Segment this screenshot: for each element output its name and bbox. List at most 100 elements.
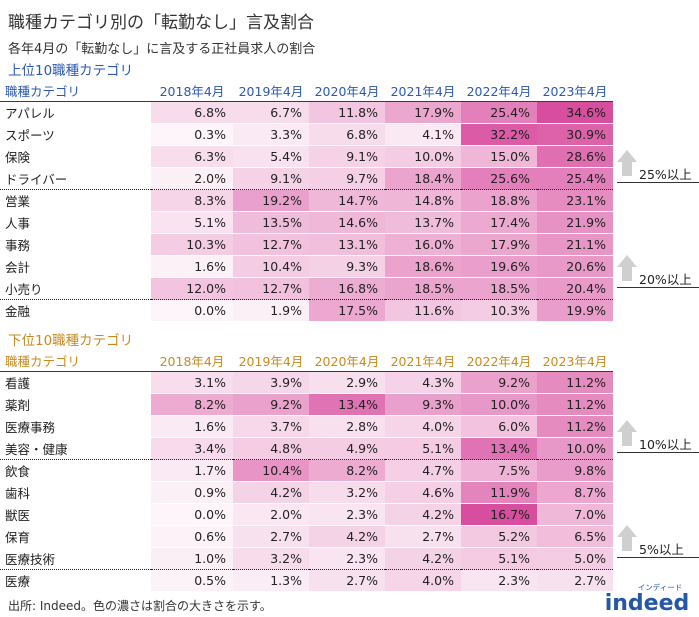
threshold-label-25: 25%以上 bbox=[639, 167, 692, 182]
heat-cell: 21.9% bbox=[537, 211, 613, 234]
heat-cell: 1.3% bbox=[233, 569, 309, 592]
heat-cell: 4.1% bbox=[385, 123, 461, 146]
table-row: 美容・健康 3.4% 4.8% 4.9% 5.1% 13.4% 10.0% bbox=[0, 437, 613, 460]
row-label: 医療事務 bbox=[0, 415, 151, 438]
row-label: 事務 bbox=[0, 233, 151, 256]
row-label: 保険 bbox=[0, 145, 151, 168]
heat-cell: 19.6% bbox=[461, 255, 537, 278]
threshold-line bbox=[617, 557, 699, 558]
column-header: 2022年4月 bbox=[461, 80, 537, 102]
row-label: 保育 bbox=[0, 525, 151, 548]
heat-cell: 4.6% bbox=[385, 481, 461, 504]
up-arrow-icon bbox=[617, 525, 637, 551]
column-header: 2019年4月 bbox=[233, 80, 309, 102]
row-label: 金融 bbox=[0, 299, 151, 322]
heat-cell: 0.3% bbox=[151, 123, 233, 146]
table-row: 獣医 0.0% 2.0% 2.3% 4.2% 16.7% 7.0% bbox=[0, 503, 613, 526]
heat-cell: 12.0% bbox=[151, 277, 233, 300]
chart-title: 職種カテゴリ別の「転勤なし」言及割合 bbox=[8, 13, 314, 33]
column-header: 2021年4月 bbox=[385, 350, 461, 372]
top10-section: 上位10職種カテゴリ 職種カテゴリ 2018年4月 2019年4月 2020年4月 20… bbox=[0, 58, 699, 322]
row-label: 営業 bbox=[0, 189, 151, 212]
heat-cell: 3.4% bbox=[151, 437, 233, 460]
row-label: 小売り bbox=[0, 277, 151, 300]
row-label: 医療 bbox=[0, 569, 151, 592]
heat-cell: 2.3% bbox=[309, 547, 385, 570]
table-row: 飲食 1.7% 10.4% 8.2% 4.7% 7.5% 9.8% bbox=[0, 459, 613, 482]
heat-cell: 4.0% bbox=[385, 569, 461, 592]
column-header: 2020年4月 bbox=[309, 350, 385, 372]
heat-cell: 13.4% bbox=[309, 393, 385, 416]
heat-cell: 4.8% bbox=[233, 437, 309, 460]
heat-cell: 32.2% bbox=[461, 123, 537, 146]
heat-cell: 1.0% bbox=[151, 547, 233, 570]
row-header-label: 職種カテゴリ bbox=[0, 80, 151, 102]
heat-cell: 25.4% bbox=[537, 167, 613, 190]
heat-cell: 10.0% bbox=[537, 437, 613, 460]
row-label: 人事 bbox=[0, 211, 151, 234]
heat-cell: 15.0% bbox=[461, 145, 537, 168]
column-header: 2023年4月 bbox=[537, 80, 613, 102]
table-row: 金融 0.0% 1.9% 17.5% 11.6% 10.3% 19.9% bbox=[0, 299, 613, 322]
heat-cell: 3.1% bbox=[151, 371, 233, 394]
heat-cell: 9.2% bbox=[233, 393, 309, 416]
heat-cell: 4.2% bbox=[309, 525, 385, 548]
bottom10-section: 下位10職種カテゴリ 職種カテゴリ 2018年4月 2019年4月 2020年4月 20… bbox=[0, 328, 699, 592]
heat-cell: 19.2% bbox=[233, 189, 309, 212]
heat-cell: 9.3% bbox=[385, 393, 461, 416]
column-header: 2020年4月 bbox=[309, 80, 385, 102]
heat-cell: 0.6% bbox=[151, 525, 233, 548]
heat-cell: 2.7% bbox=[309, 569, 385, 592]
logo-wordmark: indeed bbox=[605, 591, 690, 614]
heat-cell: 2.7% bbox=[385, 525, 461, 548]
heat-cell: 17.5% bbox=[309, 299, 385, 322]
heat-cell: 1.7% bbox=[151, 459, 233, 482]
row-label: 飲食 bbox=[0, 459, 151, 482]
heat-cell: 12.7% bbox=[233, 277, 309, 300]
heat-cell: 13.7% bbox=[385, 211, 461, 234]
heat-cell: 18.4% bbox=[385, 167, 461, 190]
heat-cell: 11.2% bbox=[537, 415, 613, 438]
heat-cell: 28.6% bbox=[537, 145, 613, 168]
heat-cell: 0.0% bbox=[151, 503, 233, 526]
heat-cell: 13.1% bbox=[309, 233, 385, 256]
heat-cell: 8.3% bbox=[151, 189, 233, 212]
table-row: 医療事務 1.6% 3.7% 2.8% 4.0% 6.0% 11.2% bbox=[0, 415, 613, 438]
heat-cell: 10.3% bbox=[151, 233, 233, 256]
heat-cell: 30.9% bbox=[537, 123, 613, 146]
heat-cell: 14.7% bbox=[309, 189, 385, 212]
column-header: 2023年4月 bbox=[537, 350, 613, 372]
heat-cell: 4.7% bbox=[385, 459, 461, 482]
heat-cell: 4.0% bbox=[385, 415, 461, 438]
up-arrow-icon bbox=[617, 420, 637, 446]
heat-cell: 20.4% bbox=[537, 277, 613, 300]
heat-cell: 4.2% bbox=[233, 481, 309, 504]
heat-cell: 18.8% bbox=[461, 189, 537, 212]
heat-cell: 17.4% bbox=[461, 211, 537, 234]
heat-cell: 2.0% bbox=[233, 503, 309, 526]
chart-subtitle: 各年4月の「転勤なし」に言及する正社員求人の割合 bbox=[8, 42, 316, 57]
heat-cell: 23.1% bbox=[537, 189, 613, 212]
heat-cell: 10.4% bbox=[233, 459, 309, 482]
bottom10-annotations: 10%以上 5%以上 bbox=[617, 328, 699, 580]
threshold-line bbox=[617, 287, 699, 288]
row-header-label: 職種カテゴリ bbox=[0, 350, 151, 372]
heat-cell: 9.7% bbox=[309, 167, 385, 190]
heat-cell: 2.9% bbox=[309, 371, 385, 394]
heat-cell: 7.5% bbox=[461, 459, 537, 482]
heat-cell: 2.0% bbox=[151, 167, 233, 190]
row-label: 獣医 bbox=[0, 503, 151, 526]
heat-cell: 17.9% bbox=[385, 101, 461, 124]
heat-cell: 11.2% bbox=[537, 393, 613, 416]
heat-cell: 9.1% bbox=[233, 167, 309, 190]
heat-cell: 0.9% bbox=[151, 481, 233, 504]
threshold-label-5: 5%以上 bbox=[639, 542, 684, 557]
heat-cell: 5.1% bbox=[461, 547, 537, 570]
heat-cell: 5.4% bbox=[233, 145, 309, 168]
heat-cell: 25.6% bbox=[461, 167, 537, 190]
bottom10-title: 下位10職種カテゴリ bbox=[8, 333, 134, 349]
heat-cell: 10.4% bbox=[233, 255, 309, 278]
table-row: 営業 8.3% 19.2% 14.7% 14.8% 18.8% 23.1% bbox=[0, 189, 613, 212]
table-row: 歯科 0.9% 4.2% 3.2% 4.6% 11.9% 8.7% bbox=[0, 481, 613, 504]
heat-cell: 6.0% bbox=[461, 415, 537, 438]
